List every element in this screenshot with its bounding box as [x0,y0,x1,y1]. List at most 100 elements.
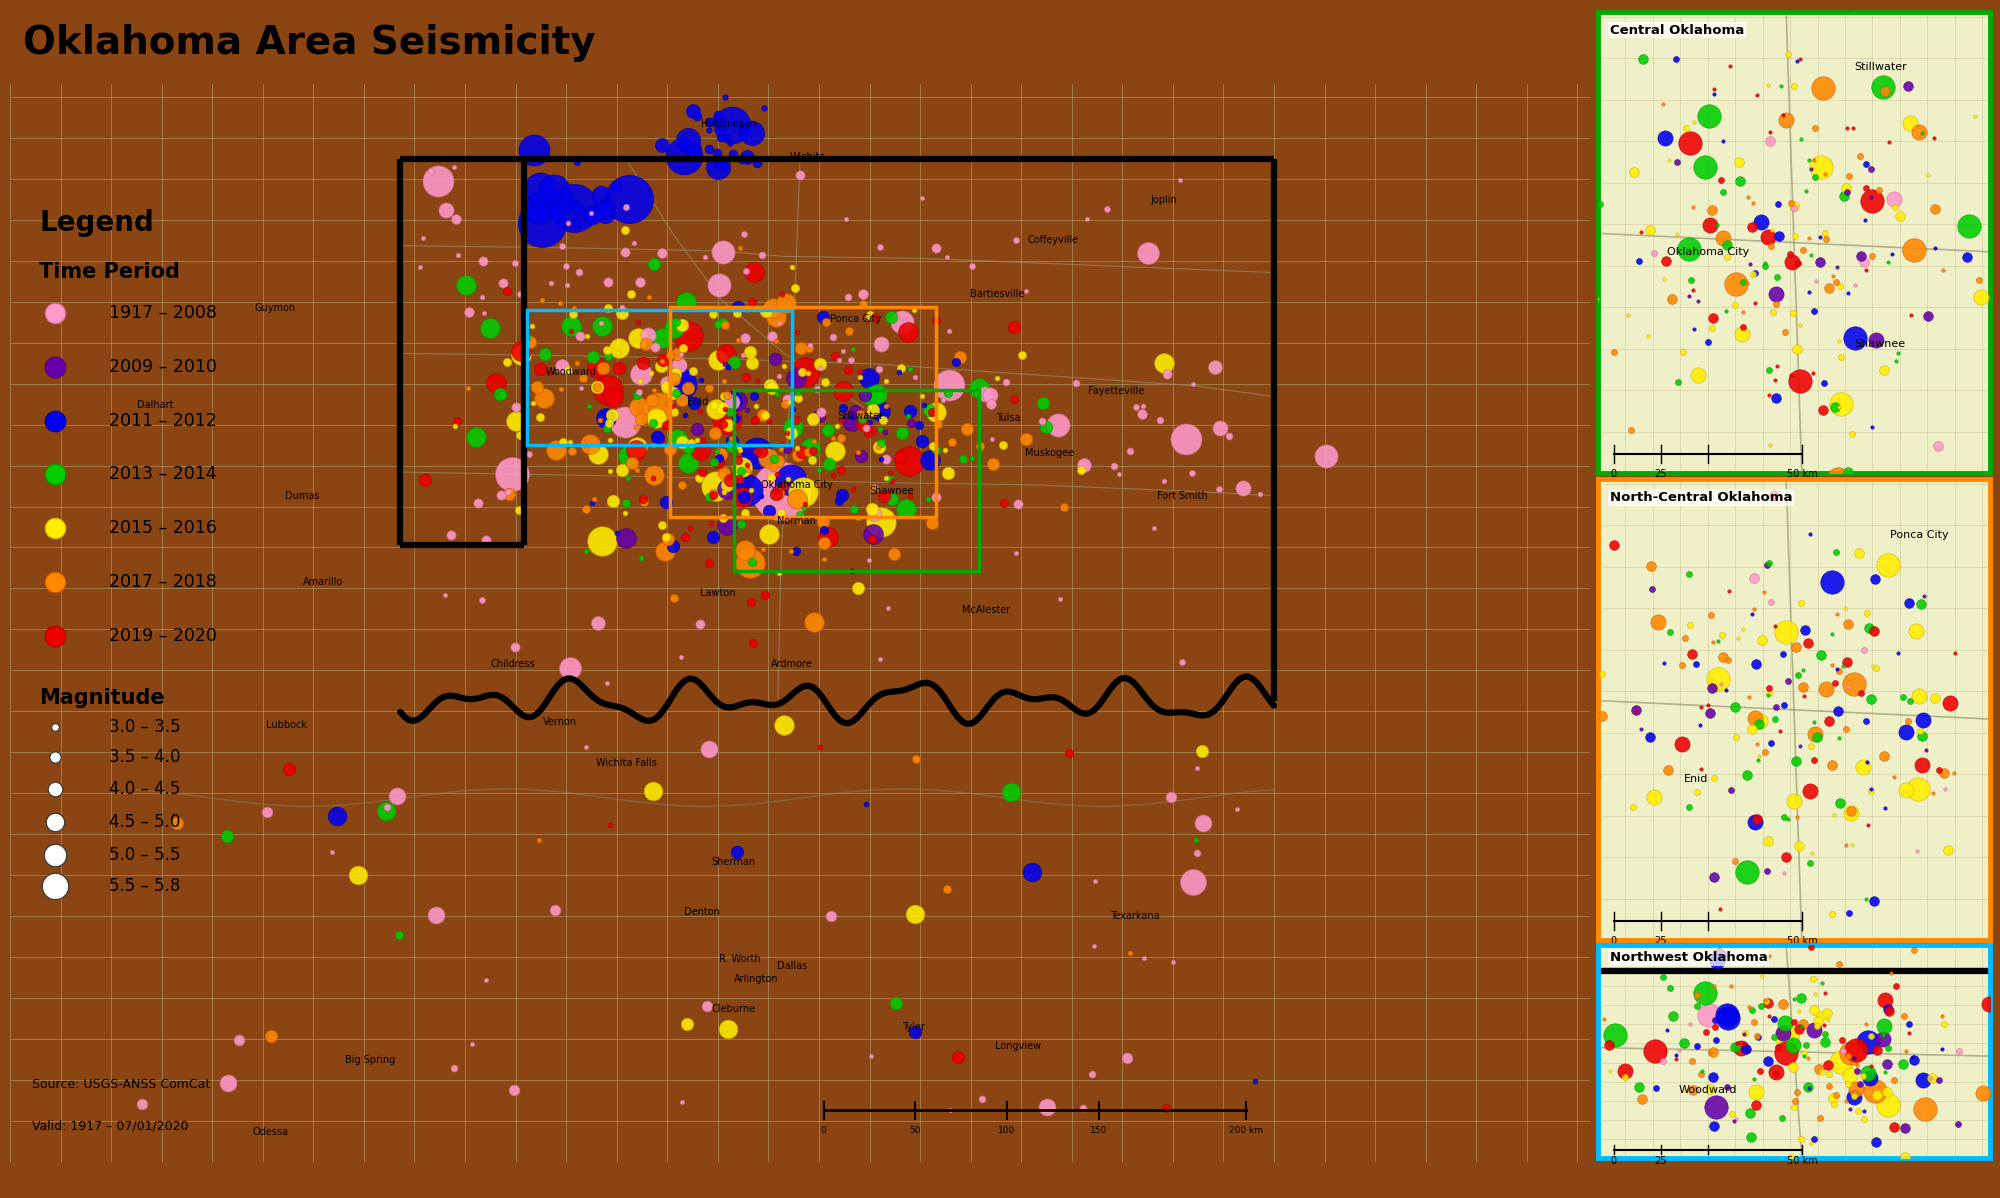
Point [1918,934,1950,954]
Point [1734,984,1766,1003]
Point [560,213,592,232]
Point [222,1030,254,1049]
Point [596,387,628,406]
Point [596,406,628,425]
Point [1652,761,1684,780]
Point [1672,798,1704,817]
Point [694,739,726,758]
Point [594,413,626,432]
Point [1726,325,1758,344]
Point [1760,1064,1792,1083]
Point [1882,344,1914,363]
Point [650,541,682,561]
Point [638,466,670,485]
Point [934,1101,966,1120]
Point [576,494,608,513]
Point [1684,760,1716,779]
Point [604,358,636,377]
Point [1838,674,1870,694]
Point [1776,303,1808,322]
Point [1942,1114,1974,1133]
Point [584,186,616,205]
Point [780,369,812,388]
Point [1892,712,1924,731]
Point [500,412,532,431]
Point [988,494,1020,513]
Point [1774,365,1806,385]
Point [1674,1014,1706,1033]
Point [1710,248,1742,267]
Text: 2017 – 2018: 2017 – 2018 [110,573,218,591]
Point [1824,332,1856,351]
Point [746,405,778,424]
Point [1180,758,1212,778]
Point [1228,478,1260,497]
Point [698,395,730,415]
Point [716,437,748,456]
Point [1920,238,1952,258]
Point [572,397,604,416]
Point [1758,709,1790,728]
Point [1692,1005,1724,1024]
Text: Dallas: Dallas [776,961,808,970]
Point [1712,1005,1744,1024]
Point [316,842,348,861]
Point [1826,1052,1858,1071]
Point [1742,746,1774,766]
Point [988,436,1020,455]
Point [1766,1023,1798,1042]
Point [950,419,982,438]
Point [1900,622,1932,641]
Point [1810,1033,1842,1052]
Point [1694,216,1726,235]
Point [796,442,828,461]
Point [1750,256,1782,276]
Point [1080,871,1112,890]
Point [704,448,736,467]
Point [1798,1000,1830,1019]
Point [1898,940,1930,960]
Point [970,385,1002,404]
Point [456,1035,488,1054]
Point [1728,302,1760,321]
Text: Denton: Denton [684,907,720,916]
Point [1876,963,1908,982]
Point [732,456,764,476]
Point [1754,678,1786,697]
Point [646,351,678,370]
Point [1640,1041,1672,1060]
Point [1768,864,1800,883]
Point [1006,346,1038,365]
Point [854,1046,886,1065]
Point [1734,1103,1766,1123]
Point [694,488,726,507]
Point [1706,625,1738,645]
Point [894,401,926,420]
Point [1752,685,1784,704]
Point [738,262,770,282]
Point [1582,289,1614,308]
Point [1616,420,1648,440]
Point [796,409,828,428]
Point [484,485,516,504]
Point [582,613,614,633]
Point [1672,240,1704,259]
Point [722,450,754,470]
Point [504,425,536,444]
Point [696,513,728,532]
Point [646,328,678,347]
Point [1730,1023,1762,1042]
Point [1726,1039,1758,1058]
Point [912,400,944,419]
Point [1696,671,1728,690]
Point [1816,904,1848,924]
Point [768,476,800,495]
Point [1740,708,1772,727]
Point [692,553,724,573]
Point [680,419,712,438]
Point [1244,485,1276,504]
Point [1636,557,1668,576]
Point [492,484,524,503]
Point [1762,1037,1794,1057]
Point [1736,1127,1768,1146]
